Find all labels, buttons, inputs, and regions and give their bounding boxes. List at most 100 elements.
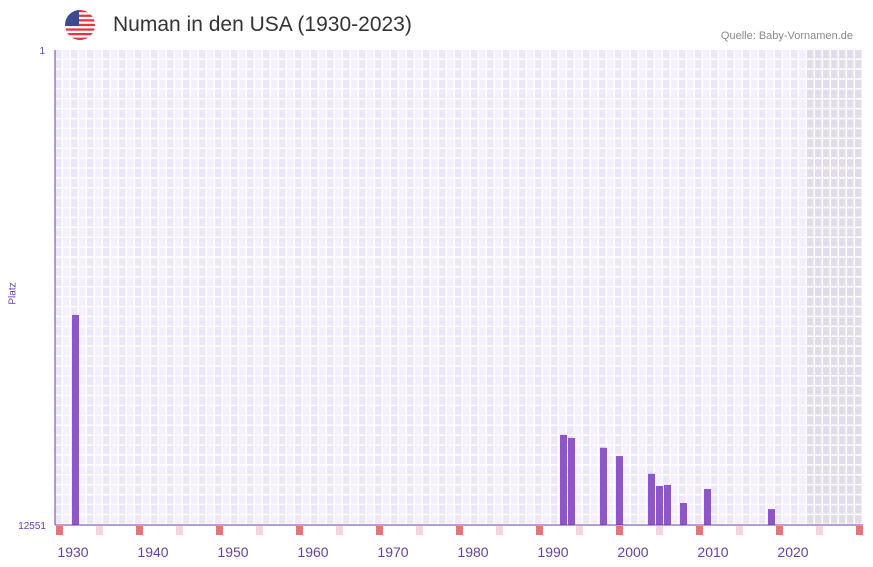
grid-cell <box>327 208 334 217</box>
grid-cell <box>815 228 822 237</box>
grid-cell <box>711 50 718 59</box>
grid-cell <box>319 495 326 504</box>
grid-cell <box>815 416 822 425</box>
grid-cell <box>559 297 566 306</box>
grid-cell <box>239 515 246 524</box>
grid-cell <box>591 238 598 247</box>
grid-cell <box>823 475 830 484</box>
half-decade-marker <box>256 526 263 535</box>
grid-cell <box>183 139 190 148</box>
grid-cell <box>463 346 470 356</box>
grid-cell <box>271 366 278 376</box>
grid-cell <box>695 287 702 296</box>
grid-cell <box>375 148 382 158</box>
grid-cell <box>311 247 318 257</box>
grid-cell <box>855 267 862 277</box>
grid-cell <box>727 416 734 425</box>
grid-cell <box>319 416 326 425</box>
grid-cell <box>71 99 78 108</box>
grid-cell <box>111 426 118 435</box>
grid-cell <box>703 416 710 425</box>
grid-cell <box>239 307 246 316</box>
grid-cell <box>567 109 574 118</box>
grid-cell <box>703 109 710 118</box>
grid-cell <box>575 327 582 336</box>
grid-cell <box>631 485 638 494</box>
grid-cell <box>799 277 806 286</box>
grid-cell <box>407 346 414 356</box>
grid-cell <box>479 277 486 286</box>
grid-cell <box>79 317 86 326</box>
grid-cell <box>567 228 574 237</box>
grid-cell <box>407 336 414 346</box>
grid-cell <box>191 50 198 59</box>
grid-cell <box>511 307 518 316</box>
grid-cell <box>159 129 166 138</box>
grid-cell <box>431 435 438 445</box>
grid-cell <box>847 366 854 376</box>
grid-cell <box>551 69 558 79</box>
grid-cell <box>199 247 206 257</box>
grid-cell <box>519 396 526 405</box>
grid-cell <box>295 267 302 277</box>
grid-cell <box>103 198 110 207</box>
grid-cell <box>255 515 262 524</box>
grid-cell <box>751 455 758 465</box>
grid-cell <box>143 69 150 79</box>
grid-cell <box>615 297 622 306</box>
grid-cell <box>423 228 430 237</box>
grid-cell <box>511 297 518 306</box>
grid-cell <box>479 396 486 405</box>
grid-cell <box>423 376 430 385</box>
grid-cell <box>55 109 62 118</box>
grid-cell <box>199 109 206 118</box>
grid-cell <box>63 267 70 277</box>
grid-cell <box>631 257 638 267</box>
grid-cell <box>567 376 574 385</box>
grid-cell <box>679 307 686 316</box>
grid-cell <box>855 426 862 435</box>
grid-cell <box>119 327 126 336</box>
grid-cell <box>207 218 214 227</box>
grid-cell <box>751 129 758 138</box>
grid-cell <box>447 119 454 128</box>
grid-cell <box>191 505 198 514</box>
grid-cell <box>583 208 590 217</box>
grid-cell <box>615 257 622 267</box>
x-tick-label: 1940 <box>137 544 168 560</box>
grid-cell <box>223 238 230 247</box>
grid-cell <box>575 445 582 455</box>
grid-cell <box>303 238 310 247</box>
grid-cell <box>799 59 806 69</box>
grid-cell <box>655 396 662 405</box>
grid-cell <box>487 158 494 168</box>
grid-cell <box>375 267 382 277</box>
grid-cell <box>495 435 502 445</box>
grid-cell <box>343 139 350 148</box>
grid-cell <box>455 99 462 108</box>
grid-cell <box>407 148 414 158</box>
grid-cell <box>255 79 262 89</box>
grid-cell <box>671 50 678 59</box>
grid-cell <box>127 277 134 286</box>
grid-cell <box>727 396 734 405</box>
grid-cell <box>503 198 510 207</box>
grid-cell <box>231 465 238 475</box>
grid-cell <box>119 218 126 227</box>
grid-cell <box>311 376 318 385</box>
grid-cell <box>783 485 790 494</box>
grid-cell <box>695 267 702 277</box>
grid-cell <box>823 307 830 316</box>
grid-cell <box>455 257 462 267</box>
grid-cell <box>119 238 126 247</box>
grid-cell <box>663 257 670 267</box>
grid-cell <box>415 59 422 69</box>
grid-cell <box>799 139 806 148</box>
grid-cell <box>503 336 510 346</box>
grid-cell <box>815 247 822 257</box>
grid-cell <box>311 99 318 108</box>
grid-cell <box>679 396 686 405</box>
grid-cell <box>247 346 254 356</box>
grid-cell <box>263 396 270 405</box>
grid-cell <box>79 435 86 445</box>
